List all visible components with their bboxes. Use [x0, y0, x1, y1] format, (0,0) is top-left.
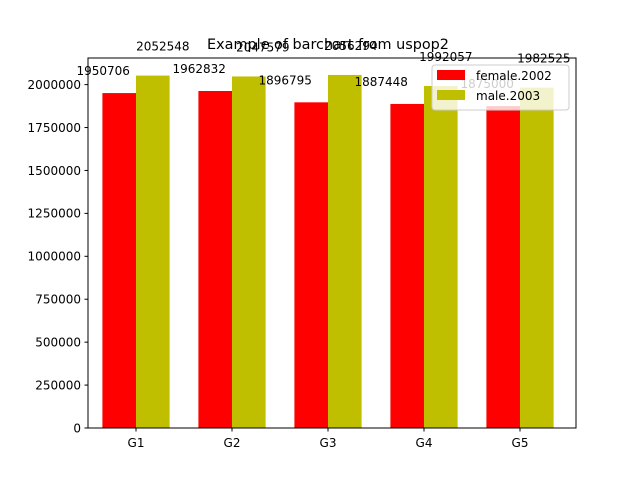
bar-male.2003-G3 — [328, 74, 362, 428]
data-label: 1962832 — [172, 62, 225, 76]
bar-male.2003-G1 — [136, 75, 170, 429]
y-tick-label: 1500000 — [28, 164, 81, 178]
data-label: 2052548 — [136, 40, 189, 54]
legend-swatch — [437, 70, 465, 80]
bar-female.2002-G2 — [198, 90, 232, 428]
x-tick-label: G3 — [320, 436, 337, 450]
bar-male.2003-G4 — [424, 85, 458, 429]
x-axis: G1 G2 G3 G4 G5 — [128, 428, 529, 450]
bar-series — [102, 74, 554, 429]
y-tick-label: 750000 — [35, 293, 81, 307]
legend-label: female.2002 — [476, 69, 552, 83]
y-axis: 0 250000 500000 750000 1000000 1250000 1500000… — [28, 78, 88, 435]
bar-male.2003-G2 — [232, 76, 266, 428]
data-label: 1950706 — [76, 64, 129, 78]
y-tick-label: 2000000 — [28, 78, 81, 92]
plot-frame — [87, 57, 577, 429]
x-tick-label: G4 — [416, 436, 433, 450]
y-tick-label: 1750000 — [28, 121, 81, 135]
data-label: 1896795 — [258, 73, 311, 87]
legend-label: male.2003 — [476, 89, 540, 103]
legend: female.2002 male.2003 — [431, 64, 570, 111]
data-label: 1982525 — [517, 52, 570, 66]
y-tick-label: 250000 — [35, 378, 81, 392]
data-label: 2047579 — [236, 40, 289, 54]
x-tick-label: G1 — [128, 436, 145, 450]
bar-female.2002-G1 — [102, 93, 136, 429]
chart-title: Example of barchart from uspop2 — [207, 37, 449, 53]
data-label: 2056294 — [324, 39, 377, 53]
y-tick-label: 1000000 — [28, 250, 81, 264]
legend-box — [431, 64, 570, 111]
data-label: 1992057 — [419, 50, 472, 64]
data-label: 1887448 — [354, 75, 407, 89]
bar-female.2002-G3 — [294, 102, 328, 428]
legend-swatch — [437, 90, 465, 100]
x-tick-label: G2 — [224, 436, 241, 450]
y-tick-label: 500000 — [35, 335, 81, 349]
bar-male.2003-G5 — [520, 87, 554, 428]
y-tick-label: 1250000 — [28, 207, 81, 221]
bar-female.2002-G4 — [390, 103, 424, 428]
x-tick-label: G5 — [512, 436, 529, 450]
bar-female.2002-G5 — [486, 106, 520, 428]
y-tick-label: 0 — [73, 421, 81, 435]
